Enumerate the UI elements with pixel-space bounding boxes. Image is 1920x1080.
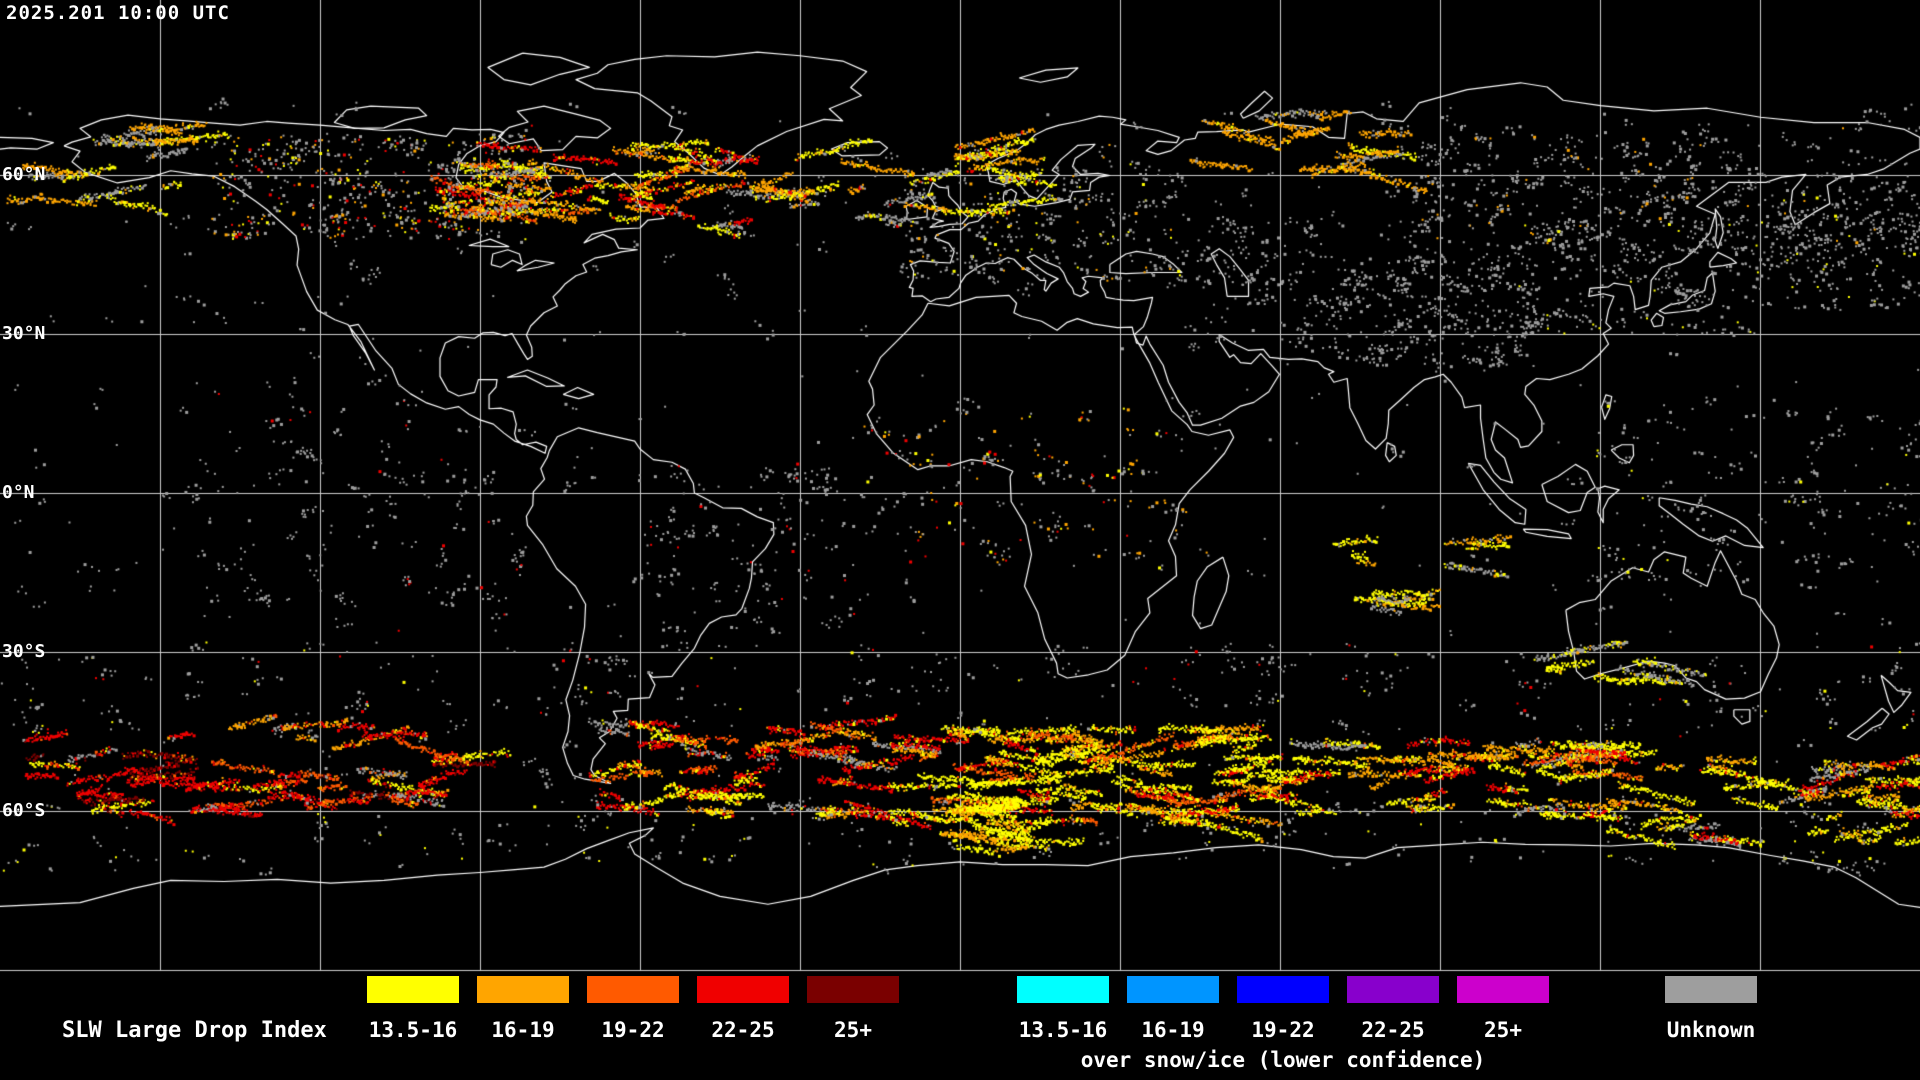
legend-label-snow-2: 16-19 — [1141, 1018, 1205, 1042]
legend-label-standard-5: 25+ — [834, 1018, 872, 1042]
legend-swatch-snow-4 — [1347, 976, 1439, 1003]
legend-label-snow-1: 13.5-16 — [1018, 1018, 1108, 1042]
legend-label-snow-5: 25+ — [1484, 1018, 1522, 1042]
legend-label-standard-2: 16-19 — [491, 1018, 555, 1042]
legend-label-snow-4: 22-25 — [1361, 1018, 1425, 1042]
legend-swatch-snow-3 — [1237, 976, 1329, 1003]
legend-swatch-standard-1 — [367, 976, 459, 1003]
legend-label-unknown: Unknown — [1666, 1018, 1756, 1042]
legend-title: SLW Large Drop Index — [62, 1018, 327, 1043]
lat-label: 0°N — [2, 482, 35, 504]
legend-swatch-standard-3 — [587, 976, 679, 1003]
legend-label-standard-1: 13.5-16 — [368, 1018, 458, 1042]
legend-swatch-standard-4 — [697, 976, 789, 1003]
lat-label: 30°N — [2, 323, 46, 345]
legend-swatch-snow-5 — [1457, 976, 1549, 1003]
legend-swatch-standard-2 — [477, 976, 569, 1003]
lat-label: 30°S — [2, 641, 46, 663]
timestamp: 2025.201 10:00 UTC — [6, 2, 230, 24]
legend-swatch-snow-1 — [1017, 976, 1109, 1003]
legend-swatch-standard-5 — [807, 976, 899, 1003]
lat-label: 60°S — [2, 800, 46, 822]
lat-label: 60°N — [2, 164, 46, 186]
legend-label-standard-3: 19-22 — [601, 1018, 665, 1042]
legend-label-snow-3: 19-22 — [1251, 1018, 1315, 1042]
legend-swatch-snow-2 — [1127, 976, 1219, 1003]
legend-label-standard-4: 22-25 — [711, 1018, 775, 1042]
legend-swatch-unknown — [1665, 976, 1757, 1003]
legend-snow-caption: over snow/ice (lower confidence) — [1080, 1048, 1486, 1072]
